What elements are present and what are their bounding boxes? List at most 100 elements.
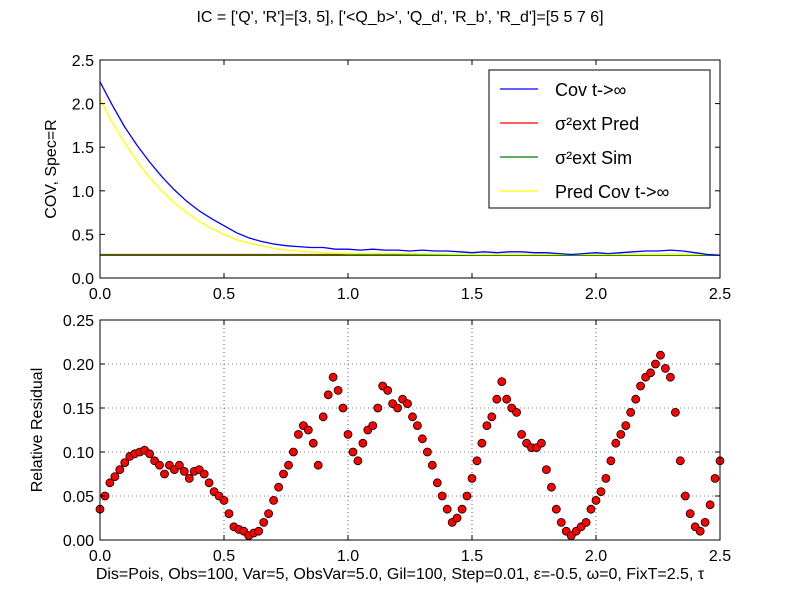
residual-point (591, 495, 601, 505)
residual-point (705, 500, 715, 510)
residual-point (675, 456, 685, 466)
residual-point (343, 429, 353, 439)
residual-point (467, 473, 477, 483)
residual-point (680, 491, 690, 501)
residual-point (284, 460, 293, 470)
residual-point (487, 412, 497, 422)
residual-point (288, 447, 298, 457)
residual-point (179, 466, 189, 476)
residual-xtick-label: 1.5 (461, 548, 483, 565)
cov-series-group (99, 81, 721, 256)
residual-point (517, 429, 526, 439)
residual-point (611, 438, 621, 448)
cov-xtick-label: 2.0 (585, 286, 607, 303)
residual-grid (100, 320, 720, 540)
legend-box (488, 69, 711, 209)
residual-point (417, 434, 427, 444)
cov-panel: 0.0 0.5 1.0 1.5 2.0 2.5 0.0 0.5 1.0 1.5 2.0 2.5 COV… (43, 53, 731, 303)
residual-point (274, 482, 284, 492)
cov-xtick-label: 0.0 (89, 286, 111, 303)
residual-point (586, 504, 596, 514)
residual-point (616, 429, 626, 439)
residual-point (492, 394, 502, 404)
residual-point (422, 447, 432, 457)
residual-point (502, 394, 512, 404)
residual-point (547, 482, 556, 492)
residual-point (259, 518, 269, 527)
residual-point (472, 456, 482, 466)
residual-point (318, 412, 328, 422)
residual-point (184, 473, 194, 483)
residual-point (457, 504, 467, 514)
residual-ytick-label: 0.25 (63, 313, 94, 330)
cov-ytick-label: 1.0 (72, 184, 94, 201)
residual-xtick-label: 0.0 (89, 548, 111, 565)
cov-ytick-label: 0.5 (72, 227, 94, 244)
residual-point (656, 350, 665, 360)
residual-point (373, 403, 383, 413)
residual-point (695, 526, 705, 536)
residual-point (353, 456, 363, 466)
cov-ytick-label: 2.0 (72, 97, 94, 114)
residual-point (308, 438, 318, 448)
cov-axes: 0.0 0.5 1.0 1.5 2.0 2.5 0.0 0.5 1.0 1.5 2.0 2.5 (72, 53, 731, 303)
residual-point (671, 407, 680, 417)
residual-point (542, 465, 551, 475)
figure-caption: Dis=Pois, Obs=100, Var=5, ObsVar=5.0, Gi… (95, 566, 705, 583)
legend-label-0: Cov t->∞ (555, 80, 627, 100)
residual-point (160, 469, 169, 479)
residual-point (313, 460, 323, 470)
cov-series-line-3 (99, 98, 720, 256)
residual-point (636, 381, 645, 391)
residual-point (264, 509, 274, 518)
residual-point (204, 478, 214, 488)
residual-point (224, 509, 234, 518)
residual-ytick-label: 0.00 (63, 533, 94, 550)
cov-xtick-label: 1.0 (337, 286, 359, 303)
residual-xtick-label: 1.0 (337, 548, 359, 565)
residual-point (303, 425, 313, 435)
residual-point (403, 399, 412, 409)
residual-point (323, 390, 333, 400)
residual-point (115, 465, 125, 475)
residual-point (631, 394, 641, 404)
residual-point (551, 504, 561, 514)
residual-point (412, 421, 422, 431)
residual-point (427, 460, 437, 470)
legend-label-1: σ²ext Pred (555, 114, 639, 134)
cov-panel-frame (99, 59, 721, 279)
legend-label-3: Pred Cov t->∞ (555, 182, 670, 202)
residual-point (710, 473, 720, 483)
residual-point (537, 438, 546, 448)
residual-point (110, 472, 120, 482)
cov-xtick-label: 1.5 (461, 286, 483, 303)
residual-point (442, 504, 452, 514)
cov-xtick-label: 0.5 (213, 286, 235, 303)
residual-point (383, 385, 393, 395)
residual-point (497, 377, 507, 387)
residual-point (462, 491, 472, 501)
cov-xtick-label: 2.5 (709, 286, 731, 303)
residual-ytick-label: 0.05 (63, 489, 94, 506)
residual-point (120, 458, 130, 468)
cov-ylabel: COV, Spec=R (43, 119, 60, 218)
residual-point (437, 491, 447, 501)
residual-point (199, 469, 209, 479)
residual-point (358, 438, 368, 448)
residual-point (596, 487, 606, 497)
residual-point (482, 421, 492, 431)
residual-panel: 0.0 0.5 1.0 1.5 2.0 2.5 0.00 0.05 0.10 0.15 0.20 0.… (29, 313, 731, 565)
cov-ytick-label: 1.5 (72, 140, 94, 157)
residual-point (328, 372, 338, 382)
residual-point (219, 495, 229, 505)
residual-point (661, 363, 670, 373)
residual-point (646, 368, 655, 378)
residual-point (145, 449, 155, 459)
residual-point (606, 456, 616, 466)
residual-point (700, 518, 710, 527)
residual-point (666, 372, 675, 382)
residual-axes: 0.0 0.5 1.0 1.5 2.0 2.5 0.00 0.05 0.10 0.15 0.20 0.… (63, 313, 731, 565)
residual-xtick-label: 0.5 (213, 548, 235, 565)
residual-point (279, 469, 288, 479)
